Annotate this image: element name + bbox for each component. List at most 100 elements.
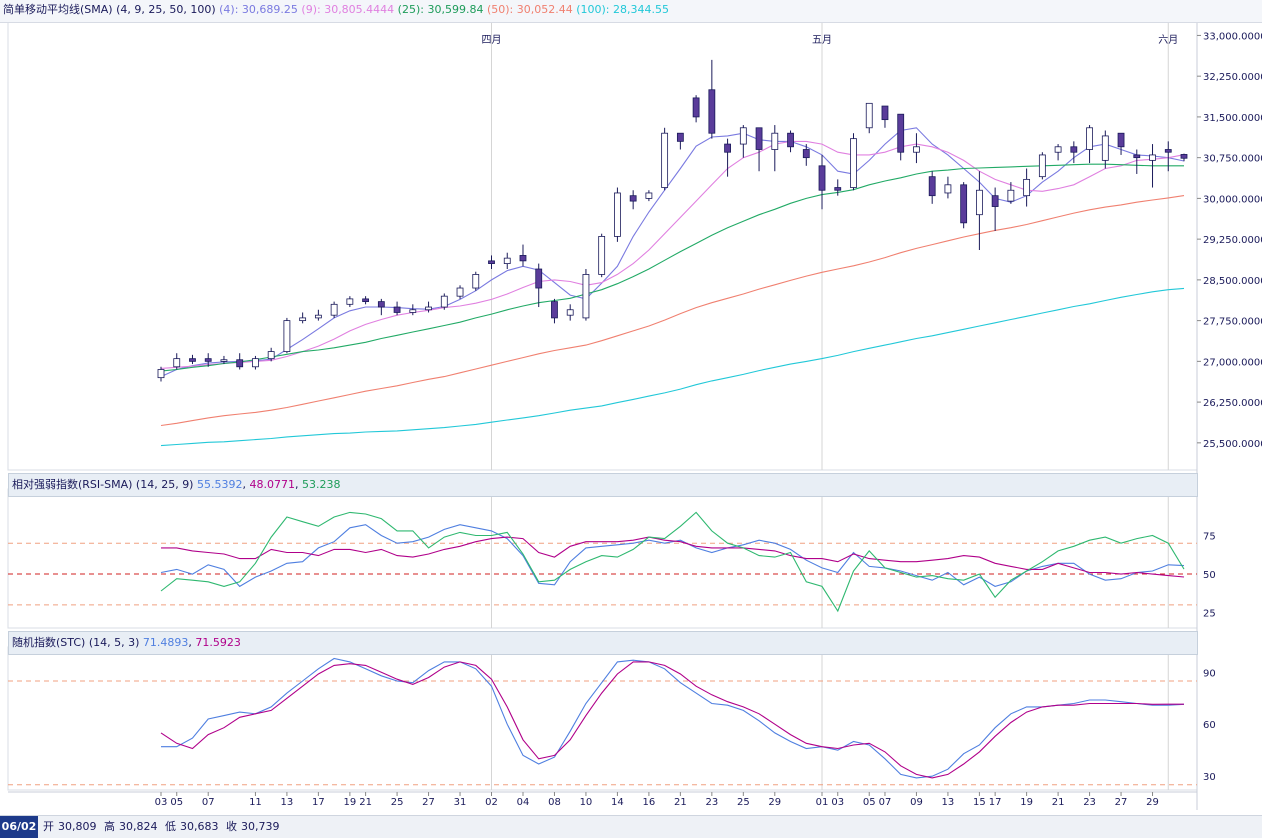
candle-body: [551, 301, 558, 319]
y-tick-label: 30,750.0000: [1203, 154, 1262, 165]
rsi-y-tick-label: 25: [1203, 609, 1216, 620]
candle-body: [1180, 154, 1188, 159]
candle-body: [1164, 149, 1172, 153]
candle-body: [865, 102, 873, 129]
x-tick-label: 05: [170, 797, 183, 808]
x-tick-label: 21: [674, 797, 687, 808]
month-label: 四月: [482, 34, 502, 46]
x-tick-label: 04: [517, 797, 530, 808]
x-tick-label: 25: [737, 797, 750, 808]
stc-value-1: 71.4893: [142, 636, 189, 649]
candle-body: [802, 149, 810, 159]
x-tick-label: 10: [580, 797, 593, 808]
x-tick-label: 29: [768, 797, 781, 808]
sma-title: 简单移动平均线(SMA) (4, 9, 25, 50, 100): [3, 3, 216, 16]
candle-body: [252, 358, 259, 368]
sma100-value: (100): 28,344.55: [576, 3, 669, 16]
x-tick-label: 17: [312, 797, 325, 808]
x-tick-label: 25: [391, 797, 404, 808]
candle-body: [944, 184, 952, 194]
candle-body: [724, 143, 731, 153]
candle-body: [1023, 178, 1031, 197]
candle-body: [1149, 154, 1156, 161]
sma25-value: (25): 30,599.84: [397, 3, 484, 16]
x-tick-label: 31: [454, 797, 467, 808]
stc-title: 随机指数(STC) (14, 5, 3): [12, 636, 140, 649]
candle-body: [566, 309, 574, 316]
rsi-legend-bar: 相对强弱指数(RSI-SMA) (14, 25, 9) 55.5392, 48.…: [8, 473, 1198, 497]
candle-body: [1101, 135, 1109, 161]
candle-body: [771, 132, 779, 150]
candle-body: [488, 260, 495, 264]
stc-legend: 随机指数(STC) (14, 5, 3) 71.4893, 71.5923: [12, 636, 241, 649]
candle-body: [472, 274, 480, 289]
x-tick-label: 09: [910, 797, 923, 808]
x-tick-label: 23: [1083, 797, 1096, 808]
candle-body: [881, 105, 889, 121]
sma-line-3: [160, 195, 1185, 427]
y-tick-label: 30,000.0000: [1203, 194, 1262, 205]
candle-body: [629, 195, 637, 202]
status-date: 06/02: [0, 816, 38, 838]
candle-body: [787, 132, 794, 148]
candle-body: [1054, 146, 1062, 153]
candle-body: [928, 176, 936, 197]
x-tick-label: 19: [343, 797, 356, 808]
high-value: 30,824: [119, 820, 158, 833]
candle-body: [189, 358, 196, 362]
x-tick-label: 07: [202, 797, 215, 808]
y-tick-label: 27,000.0000: [1203, 357, 1262, 368]
month-label: 六月: [1158, 34, 1178, 46]
sma-line-1: [160, 140, 1185, 369]
candle-body: [708, 89, 716, 134]
ohlc-readout: 开 30,809 高 30,824 低 30,683 收 30,739: [43, 816, 284, 838]
stc-panel-frame: [7, 646, 1198, 791]
x-tick-label: 17: [989, 797, 1002, 808]
candle-body: [913, 146, 920, 153]
candle-body: [425, 306, 432, 311]
stc-value-2: 71.5923: [195, 636, 241, 649]
sma-line-4: [160, 287, 1185, 447]
rsi-y-tick-label: 75: [1203, 532, 1216, 543]
x-tick-label: 21: [359, 797, 372, 808]
candle-body: [818, 165, 826, 191]
sma-line-2: [160, 163, 1184, 372]
y-tick-label: 25,500.0000: [1203, 439, 1262, 450]
candle-body: [755, 127, 763, 150]
candle-body: [976, 189, 983, 216]
sma4-value: (4): 30,689.25: [219, 3, 298, 16]
x-tick-label: 15: [973, 797, 986, 808]
candle-body: [598, 236, 606, 275]
x-tick-label: 13: [942, 797, 955, 808]
candle-body: [409, 309, 417, 313]
candle-body: [377, 301, 385, 308]
stc-y-tick-label: 30: [1203, 772, 1216, 783]
close-value: 30,739: [241, 820, 280, 833]
x-tick-label: 13: [281, 797, 294, 808]
candle-body: [645, 192, 653, 199]
main-legend: 简单移动平均线(SMA) (4, 9, 25, 50, 100) (4): 30…: [3, 0, 669, 20]
candle-body: [157, 369, 165, 379]
candle-body: [220, 359, 228, 362]
x-tick-label: 03: [155, 797, 168, 808]
low-label: 低: [165, 820, 176, 833]
candle-body: [960, 184, 968, 224]
stc-line-1: [160, 661, 1184, 779]
candle-body: [393, 306, 401, 313]
rsi-title: 相对强弱指数(RSI-SMA) (14, 25, 9): [12, 478, 194, 491]
candle-body: [897, 113, 905, 153]
candle-body: [440, 295, 448, 308]
candle-body: [299, 317, 307, 322]
y-tick-label: 29,250.0000: [1203, 235, 1262, 246]
high-label: 高: [104, 820, 115, 833]
low-value: 30,683: [180, 820, 219, 833]
candle-body: [1007, 189, 1015, 202]
rsi-value-3: 53.238: [301, 478, 341, 491]
status-bar: 06/02 开 30,809 高 30,824 低 30,683 收 30,739: [0, 815, 1262, 838]
stc-line-0: [161, 657, 1185, 779]
candle-body: [692, 97, 700, 118]
candle-body: [204, 358, 212, 362]
x-tick-label: 14: [611, 797, 624, 808]
rsi-value-2: 48.0771: [249, 478, 295, 491]
x-tick-label: 27: [422, 797, 435, 808]
